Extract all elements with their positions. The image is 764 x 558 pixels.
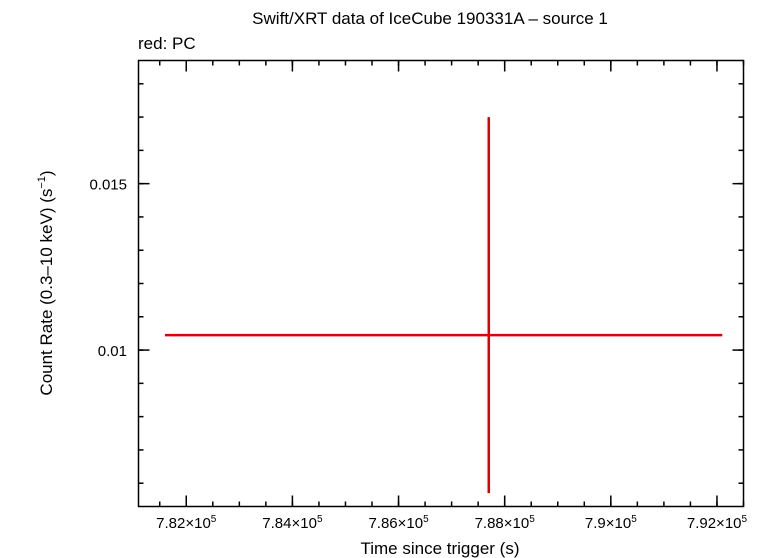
x-tick-label-exponent: 5 (317, 514, 323, 525)
data-marks (165, 117, 723, 494)
x-axis-label: Time since trigger (s) (360, 539, 519, 558)
plot-frame (137, 59, 745, 508)
x-tick-label-exponent: 5 (423, 514, 429, 525)
chart-subtitle: red: PC (138, 34, 196, 53)
x-tick-label-mantissa: 7.86×10 (368, 515, 423, 532)
x-tick-label-mantissa: 7.88×10 (475, 515, 530, 532)
x-tick-label: 7.92×105 (687, 514, 748, 532)
x-tick-label-mantissa: 7.84×10 (262, 515, 317, 532)
x-tick-label-exponent: 5 (211, 514, 217, 525)
axis-ticks (138, 60, 745, 507)
x-tick-label: 7.86×105 (368, 514, 429, 532)
y-axis-label-sup: −1 (36, 176, 48, 189)
x-tick-label: 7.84×105 (262, 514, 323, 532)
chart-title: Swift/XRT data of IceCube 190331A – sour… (252, 9, 608, 28)
y-axis-label-end: ) (37, 170, 56, 176)
x-tick-label-mantissa: 7.92×10 (687, 515, 742, 532)
x-tick-label-exponent: 5 (631, 514, 637, 525)
x-tick-label-mantissa: 7.82×10 (156, 515, 211, 532)
x-tick-label-mantissa: 7.9×10 (585, 515, 631, 532)
y-axis-label: Count Rate (0.3–10 keV) (s−1) (36, 170, 56, 395)
y-tick-label: 0.01 (98, 343, 127, 360)
x-tick-label-exponent: 5 (742, 514, 748, 525)
x-tick-label: 7.88×105 (475, 514, 536, 532)
x-tick-label: 7.9×105 (585, 514, 637, 532)
axis-tick-labels: 7.82×105 7.84×105 7.86×105 7.88×105 7.9×105 7… (89, 177, 747, 532)
x-tick-label: 7.82×105 (156, 514, 217, 532)
x-tick-label-exponent: 5 (529, 514, 535, 525)
y-tick-label: 0.015 (89, 177, 127, 194)
y-axis-label-main: Count Rate (0.3–10 keV) (s (37, 189, 56, 396)
